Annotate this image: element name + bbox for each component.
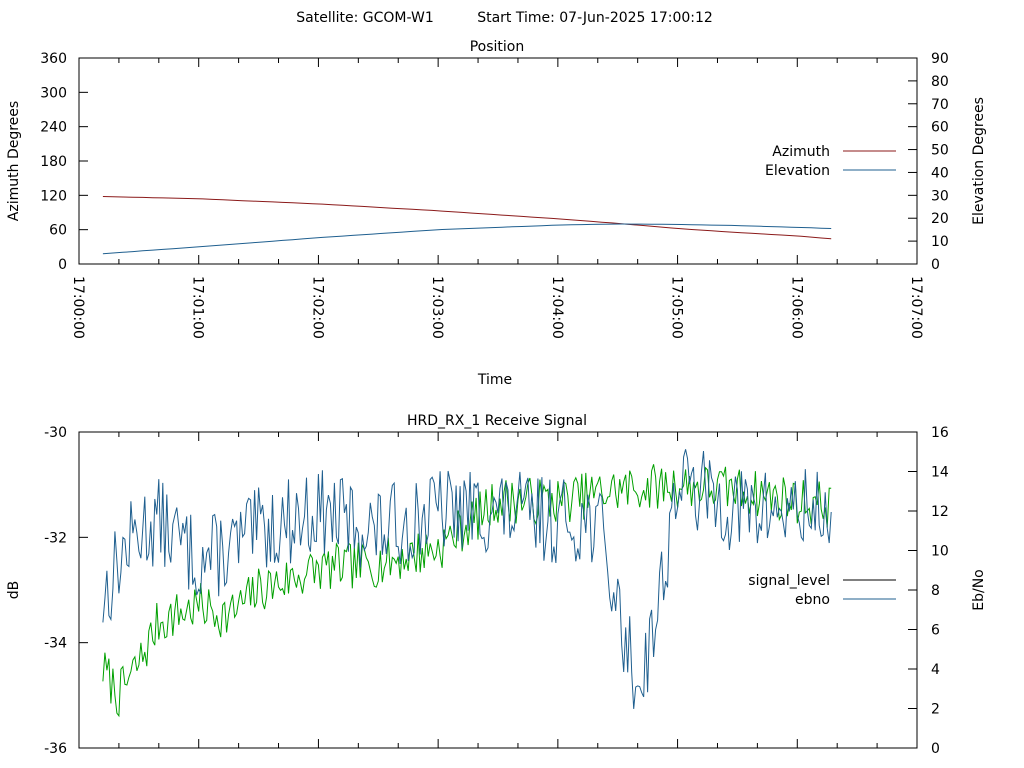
- position-y-tick-label: 60: [49, 223, 67, 239]
- signal-y2-tick-label: 12: [931, 504, 949, 520]
- signal-chart: HRD_RX_1 Receive Signal -36 -34 -32 -30 0 2 4 6…: [6, 413, 987, 757]
- legend-signal-level-label: signal_level: [748, 573, 830, 589]
- satellite-label: Satellite: GCOM-W1: [296, 10, 433, 26]
- signal-green-trace: [102, 464, 832, 718]
- legend-azimuth-label: Azimuth: [772, 144, 830, 160]
- position-chart: Position 17:00:00 17:01:00 17:02:00 17:03:0…: [6, 39, 987, 388]
- position-series-elevation-line: [102, 223, 832, 255]
- signal-y2-tick-label: 16: [931, 425, 949, 441]
- header: Satellite: GCOM-W1 Start Time: 07-Jun-20…: [296, 10, 713, 26]
- signal-y2-axis-title: Eb/No: [971, 569, 987, 611]
- signal-y2-tick-label: 8: [931, 583, 940, 599]
- start-time-label: Start Time: 07-Jun-2025 17:00:12: [477, 10, 713, 26]
- signal-y-tick-label: -32: [44, 530, 67, 546]
- position-x-tick-label: 17:01:00: [190, 276, 206, 339]
- signal-ticks: -36 -34 -32 -30 0 2 4 6 8 10 12 14 16: [44, 425, 949, 757]
- position-y-tick-label: 300: [40, 85, 67, 101]
- legend-elevation-label: Elevation: [765, 163, 830, 179]
- signal-y2-tick-label: 4: [931, 662, 940, 678]
- position-x-tick-label: 17:05:00: [669, 276, 685, 339]
- position-legend: Azimuth Elevation: [765, 144, 896, 179]
- position-y2-tick-label: 20: [931, 211, 949, 227]
- position-x-tick-label: 17:04:00: [549, 276, 565, 339]
- signal-chart-title: HRD_RX_1 Receive Signal: [407, 413, 587, 429]
- position-y-tick-label: 120: [40, 188, 67, 204]
- signal-y2-tick-label: 10: [931, 544, 949, 560]
- signal-y-tick-label: -34: [44, 636, 67, 652]
- position-x-tick-label: 17:06:00: [788, 276, 804, 339]
- position-y2-tick-label: 80: [931, 74, 949, 90]
- position-series-azimuth-line: [102, 196, 832, 240]
- position-y2-tick-label: 40: [931, 165, 949, 181]
- position-x-tick-label: 17:07:00: [908, 276, 924, 339]
- position-plot-frame: [78, 57, 918, 265]
- signal-y2-tick-label: 14: [931, 465, 949, 481]
- position-x-tick-label: 17:00:00: [70, 276, 86, 339]
- position-y2-tick-label: 50: [931, 143, 949, 159]
- position-ticks: 17:00:00 17:01:00 17:02:00 17:03:00 17:04:00…: [40, 51, 949, 339]
- signal-blue-trace: [102, 449, 832, 709]
- position-y2-tick-label: 0: [931, 257, 940, 273]
- position-chart-title: Position: [470, 39, 525, 55]
- position-y2-tick-label: 70: [931, 97, 949, 113]
- signal-y2-tick-label: 0: [931, 741, 940, 757]
- position-x-tick-label: 17:02:00: [309, 276, 325, 339]
- position-y-tick-label: 360: [40, 51, 67, 67]
- position-y-tick-label: 180: [40, 154, 67, 170]
- position-x-axis-title: Time: [477, 372, 512, 388]
- signal-plot-frame: [78, 431, 918, 749]
- signal-y-axis-title: dB: [6, 581, 22, 600]
- signal-legend: signal_level ebno: [748, 573, 896, 608]
- position-y-axis-title: Azimuth Degrees: [6, 101, 22, 221]
- signal-y2-tick-label: 6: [931, 623, 940, 639]
- position-y2-axis-title: Elevation Degrees: [971, 97, 987, 225]
- position-y2-tick-label: 30: [931, 188, 949, 204]
- position-y2-tick-label: 10: [931, 234, 949, 250]
- signal-y-tick-label: -36: [44, 741, 67, 757]
- position-x-tick-label: 17:03:00: [429, 276, 445, 339]
- position-series: [102, 196, 832, 255]
- legend-ebno-label: ebno: [795, 592, 830, 608]
- signal-y-tick-label: -30: [44, 425, 67, 441]
- position-y-tick-label: 0: [58, 257, 67, 273]
- signal-series: [102, 449, 832, 718]
- position-y2-tick-label: 90: [931, 51, 949, 67]
- position-y-tick-label: 240: [40, 120, 67, 136]
- position-y2-tick-label: 60: [931, 120, 949, 136]
- signal-y2-tick-label: 2: [931, 702, 940, 718]
